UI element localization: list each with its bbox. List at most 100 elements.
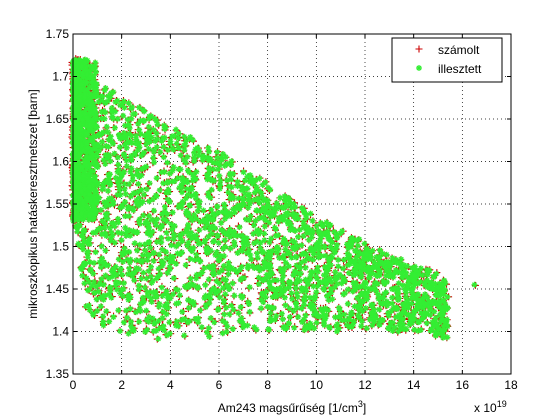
point-illesztett xyxy=(352,271,359,278)
point-illesztett xyxy=(255,231,262,238)
point-illesztett xyxy=(186,169,193,176)
point-illesztett xyxy=(410,294,417,301)
point-illesztett xyxy=(192,191,199,198)
point-illesztett xyxy=(234,183,241,190)
point-illesztett xyxy=(103,178,110,185)
point-illesztett xyxy=(127,232,134,239)
point-illesztett xyxy=(392,284,399,291)
point-illesztett xyxy=(97,280,104,287)
point-illesztett xyxy=(399,301,406,308)
point-illesztett xyxy=(216,172,223,179)
point-illesztett xyxy=(217,177,224,184)
point-illesztett xyxy=(98,115,105,122)
point-illesztett xyxy=(175,145,182,152)
point-illesztett xyxy=(226,263,233,270)
point-illesztett xyxy=(127,256,134,263)
point-illesztett xyxy=(187,298,194,305)
point-illesztett xyxy=(177,235,184,242)
point-illesztett xyxy=(145,268,152,275)
point-illesztett xyxy=(278,213,285,220)
point-illesztett xyxy=(424,270,431,277)
point-illesztett xyxy=(169,258,176,265)
point-illesztett xyxy=(358,318,365,325)
point-illesztett xyxy=(323,270,330,277)
point-illesztett xyxy=(239,247,246,254)
point-illesztett xyxy=(266,283,273,290)
point-illesztett xyxy=(133,229,140,236)
point-illesztett xyxy=(348,309,355,316)
point-illesztett xyxy=(396,320,403,327)
point-illesztett xyxy=(115,161,122,168)
point-illesztett xyxy=(221,203,228,210)
point-illesztett xyxy=(210,159,217,166)
point-illesztett xyxy=(282,240,289,247)
point-illesztett xyxy=(394,290,401,297)
point-illesztett xyxy=(338,280,345,287)
point-illesztett xyxy=(171,178,178,185)
point-illesztett xyxy=(251,324,258,331)
point-illesztett xyxy=(98,275,105,282)
point-illesztett xyxy=(112,263,119,270)
point-illesztett xyxy=(308,268,315,275)
point-illesztett xyxy=(282,264,289,271)
point-illesztett xyxy=(218,226,225,233)
point-illesztett xyxy=(254,254,261,261)
point-illesztett xyxy=(255,274,262,281)
point-illesztett xyxy=(177,251,184,258)
point-illesztett xyxy=(102,85,109,92)
point-illesztett xyxy=(150,126,157,133)
point-illesztett xyxy=(286,314,293,321)
point-illesztett xyxy=(356,269,363,276)
point-illesztett xyxy=(193,232,200,239)
point-illesztett xyxy=(152,289,159,296)
point-illesztett xyxy=(219,208,226,215)
point-illesztett xyxy=(403,326,410,333)
point-illesztett xyxy=(98,243,105,250)
point-illesztett xyxy=(91,289,98,296)
point-illesztett xyxy=(320,285,327,292)
point-illesztett xyxy=(300,208,307,215)
point-illesztett xyxy=(176,184,183,191)
point-illesztett xyxy=(76,222,83,229)
point-illesztett xyxy=(282,246,289,253)
point-illesztett xyxy=(245,191,252,198)
point-illesztett xyxy=(244,262,251,269)
point-illesztett xyxy=(222,154,229,161)
point-illesztett xyxy=(191,156,198,163)
point-illesztett xyxy=(185,283,192,290)
point-illesztett xyxy=(189,137,196,144)
point-illesztett xyxy=(115,166,122,173)
point-illesztett xyxy=(341,311,348,318)
point-illesztett xyxy=(105,202,112,209)
point-illesztett xyxy=(79,79,86,86)
point-illesztett xyxy=(138,166,145,173)
point-illesztett xyxy=(147,232,154,239)
point-illesztett xyxy=(80,238,87,245)
point-illesztett xyxy=(104,187,111,194)
point-illesztett xyxy=(412,279,419,286)
point-illesztett xyxy=(298,259,305,266)
point-illesztett xyxy=(190,233,197,240)
point-illesztett xyxy=(203,249,210,256)
point-illesztett xyxy=(161,216,168,223)
point-illesztett xyxy=(175,135,182,142)
point-illesztett xyxy=(371,259,378,266)
point-illesztett xyxy=(228,176,235,183)
point-illesztett xyxy=(353,254,360,261)
point-illesztett xyxy=(405,304,412,311)
point-illesztett xyxy=(313,319,320,326)
point-illesztett xyxy=(405,275,412,282)
point-illesztett xyxy=(210,266,217,273)
point-illesztett xyxy=(309,248,316,255)
point-illesztett xyxy=(292,242,299,249)
point-illesztett xyxy=(228,302,235,309)
point-illesztett xyxy=(182,138,189,145)
point-illesztett xyxy=(284,212,291,219)
point-illesztett xyxy=(392,314,399,321)
point-illesztett xyxy=(335,325,342,332)
point-illesztett xyxy=(146,252,153,259)
point-illesztett xyxy=(254,227,261,234)
point-illesztett xyxy=(99,93,106,100)
point-illesztett xyxy=(185,232,192,239)
point-illesztett xyxy=(313,244,320,251)
